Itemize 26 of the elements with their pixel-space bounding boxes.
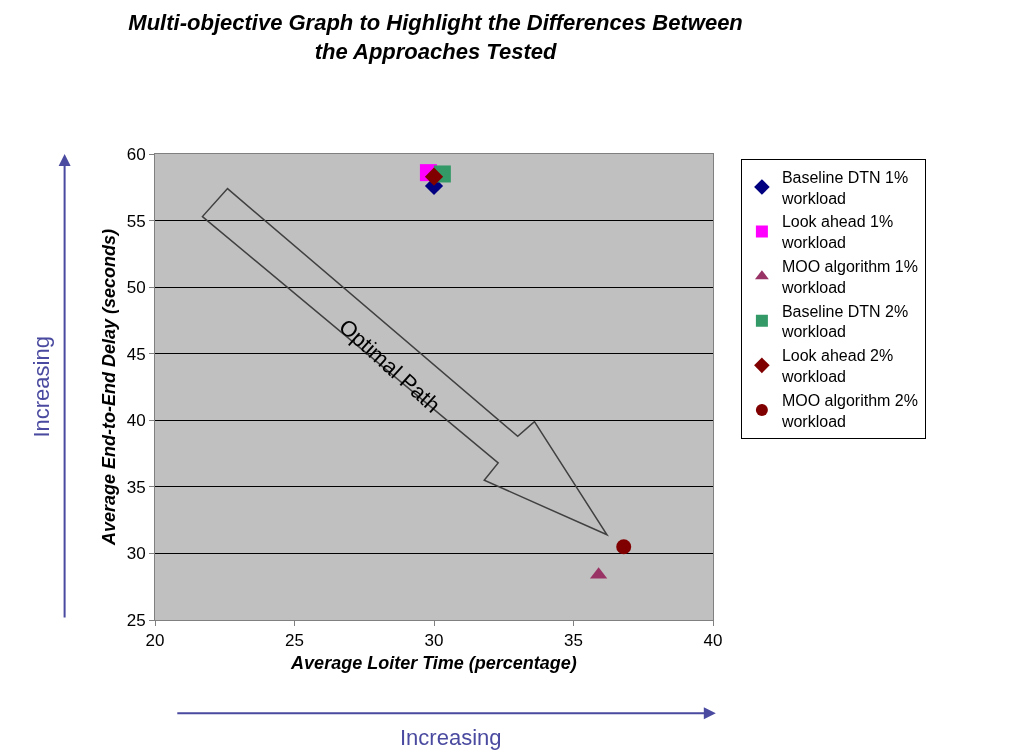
y-tick-label: 60 xyxy=(126,144,146,164)
y-tick-label: 35 xyxy=(126,477,146,497)
point xyxy=(616,539,632,555)
chart-title: Multi-objective Graph to Highlight the Differences Between the Approaches Tested xyxy=(128,10,743,64)
legend-label: Baseline DTN 1% workload xyxy=(780,168,909,207)
legend-label: Look ahead 2% workload xyxy=(780,347,894,385)
text: Increasing xyxy=(400,725,502,750)
legend-label: Baseline DTN 2% workload xyxy=(780,302,909,341)
x-tick-label: 25 xyxy=(285,631,304,651)
y-axis-title: Average End-to-End Delay (seconds) xyxy=(98,228,119,547)
legend-label: MOO algorithm 2% workload xyxy=(780,391,918,430)
x-tick-label: 40 xyxy=(703,631,723,651)
x-tick-label: 35 xyxy=(564,631,583,651)
y-tick-label: 55 xyxy=(126,211,146,231)
x-tick-label: 30 xyxy=(424,631,444,651)
y-tick-label: 40 xyxy=(126,411,146,431)
y-tick-label: 45 xyxy=(126,344,146,364)
legend-label: MOO algorithm 1% workload xyxy=(780,258,918,296)
y-tick-label: 25 xyxy=(126,610,146,630)
x-tick-label: 20 xyxy=(145,631,165,651)
y-tick-label: 30 xyxy=(126,544,146,564)
x-axis-title: Average Loiter Time (percentage) xyxy=(290,652,577,673)
legend-label: Look ahead 1% workload xyxy=(780,213,894,252)
text: Increasing xyxy=(28,336,54,438)
point xyxy=(424,167,444,186)
y-tick-label: 50 xyxy=(126,278,146,298)
